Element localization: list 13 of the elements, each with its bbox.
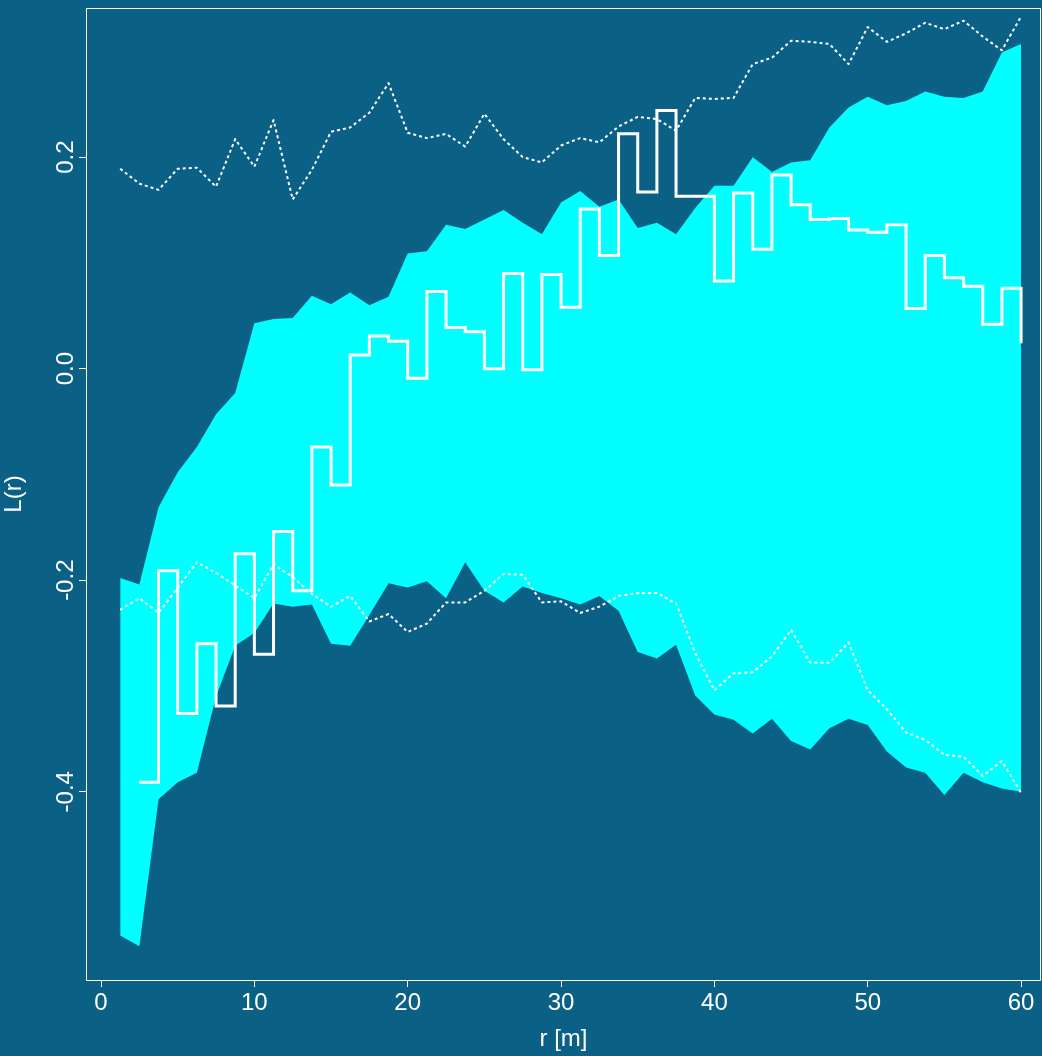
y-tick-label: 0.2 bbox=[50, 140, 78, 174]
x-tick-label: 20 bbox=[394, 988, 422, 1016]
x-tick-label: 40 bbox=[701, 988, 728, 1016]
x-tick-label: 50 bbox=[854, 988, 882, 1016]
x-tick-label: 30 bbox=[547, 988, 575, 1016]
x-axis-title: r [m] bbox=[539, 1024, 588, 1052]
x-tick-label: 0 bbox=[94, 988, 108, 1016]
x-tick-label: 10 bbox=[241, 988, 268, 1016]
y-axis-title: L(r) bbox=[0, 475, 27, 513]
y-tick-label: -0.4 bbox=[50, 771, 78, 813]
x-tick-label: 60 bbox=[1007, 988, 1035, 1016]
y-tick-label: 0.0 bbox=[50, 351, 78, 386]
y-tick-label: -0.2 bbox=[50, 559, 78, 601]
